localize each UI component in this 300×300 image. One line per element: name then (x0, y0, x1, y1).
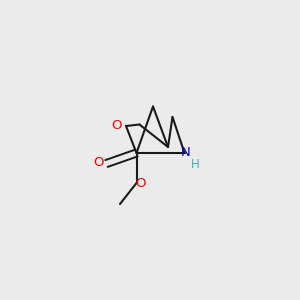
Text: O: O (136, 177, 146, 190)
Text: N: N (181, 146, 191, 159)
Text: O: O (94, 156, 104, 169)
Text: O: O (111, 119, 122, 132)
Text: H: H (190, 158, 200, 172)
